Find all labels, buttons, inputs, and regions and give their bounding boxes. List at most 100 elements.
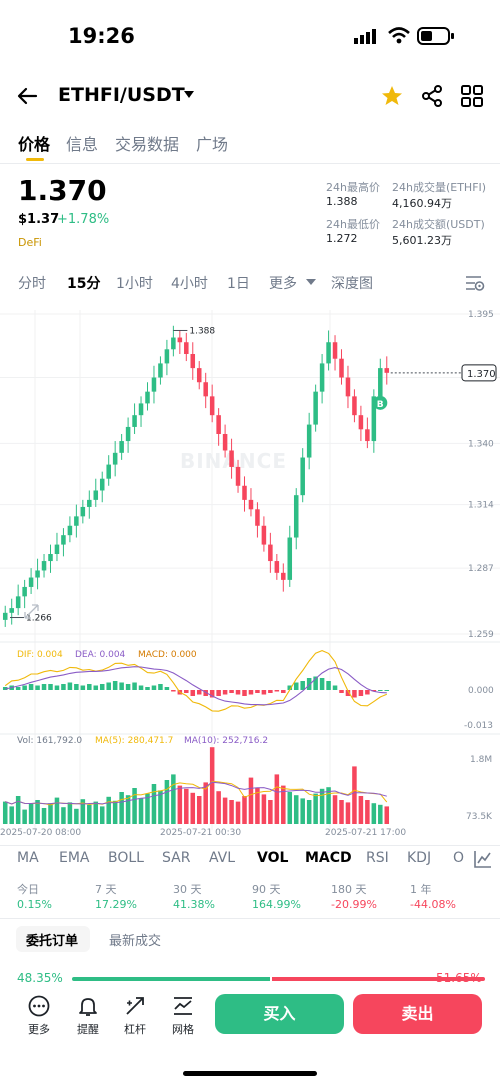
- tf-15m[interactable]: 15分: [67, 276, 101, 292]
- toolbar-more-label[interactable]: 更多: [28, 1023, 50, 1036]
- candle-body: [112, 452, 118, 465]
- macd-hist-bar: [54, 685, 60, 690]
- grid-menu-icon[interactable]: [460, 84, 484, 108]
- candle-body: [177, 337, 183, 343]
- ind-sar[interactable]: SAR: [162, 850, 191, 866]
- macd-dea-label: DEA: 0.004: [75, 650, 126, 660]
- macd-hist-bar: [112, 681, 118, 690]
- toolbar-grid-label[interactable]: 网格: [172, 1023, 194, 1036]
- macd-hist-bar: [235, 690, 241, 695]
- volume-bar: [106, 796, 111, 824]
- ind-kdj[interactable]: KDJ: [407, 850, 432, 866]
- ind-boll[interactable]: BOLL: [108, 850, 144, 866]
- price-change: +1.78%: [57, 212, 110, 227]
- volume-bar: [35, 800, 40, 824]
- divider: [0, 918, 500, 919]
- macd-hist-bar: [138, 685, 144, 690]
- chart-settings-icon[interactable]: [464, 273, 486, 293]
- more-dots-icon[interactable]: [28, 995, 50, 1017]
- buy-ratio-bar: [72, 977, 270, 981]
- candle-body: [332, 342, 338, 359]
- candle-body: [138, 403, 144, 416]
- macd-hist-bar: [164, 687, 170, 690]
- ind-ema[interactable]: EMA: [59, 850, 90, 866]
- favorite-star-icon[interactable]: [380, 84, 404, 108]
- volume-bar: [112, 800, 118, 824]
- macd-hist-bar: [261, 690, 267, 695]
- toolbar-leverage-label[interactable]: 杠杆: [124, 1023, 146, 1036]
- price-tick-label: 1.340: [468, 439, 494, 449]
- macd-hist-bar: [74, 684, 79, 690]
- volume-bar: [281, 785, 286, 824]
- category-tag[interactable]: DeFi: [18, 236, 42, 249]
- toolbar-alert-label[interactable]: 提醒: [77, 1023, 99, 1036]
- bell-icon[interactable]: [77, 995, 99, 1017]
- macd-hist-bar: [345, 690, 351, 696]
- candle-body: [281, 572, 286, 580]
- macd-hist-bar: [242, 690, 247, 696]
- ind-vol[interactable]: VOL: [257, 850, 289, 866]
- tf-line[interactable]: 分时: [18, 276, 46, 292]
- ind-more[interactable]: O: [453, 850, 465, 866]
- wifi-icon: [388, 27, 410, 44]
- volume-bar: [2, 801, 8, 824]
- indicator-chart-icon[interactable]: [473, 849, 493, 869]
- amount-value: 5,601.23万: [392, 234, 452, 247]
- macd-dea-line: [5, 666, 387, 706]
- volume-bar: [171, 774, 176, 824]
- tab-open-orders[interactable]: 委托订单: [26, 934, 79, 949]
- macd-hist-bar: [339, 690, 344, 693]
- tab-info[interactable]: 信息: [66, 135, 99, 154]
- volume-bar: [145, 793, 150, 824]
- volume-bar: [93, 801, 99, 824]
- macd-dif-label: DIF: 0.004: [17, 650, 63, 660]
- volume-bar: [255, 788, 260, 824]
- ind-macd[interactable]: MACD: [305, 850, 352, 866]
- candle-body: [235, 466, 241, 486]
- volume-bar: [151, 784, 157, 824]
- volume-bar: [287, 792, 293, 824]
- volume-bar: [326, 787, 331, 824]
- low-marker-label: 1.266: [26, 614, 52, 624]
- main-tabs: 价格 信息 交易数据 广场: [18, 130, 488, 161]
- price-tick-label: 1.314: [468, 501, 494, 511]
- pair-title[interactable]: ETHFI/USDT: [58, 84, 185, 106]
- grid-trading-icon[interactable]: [172, 995, 194, 1017]
- tf-more[interactable]: 更多: [269, 276, 297, 292]
- signal-icon: [354, 29, 376, 44]
- macd-hist-bar: [255, 690, 260, 693]
- ind-rsi[interactable]: RSI: [366, 850, 389, 866]
- back-arrow-icon[interactable]: [16, 85, 40, 107]
- candle-body: [326, 342, 331, 364]
- sell-button[interactable]: 卖出: [353, 994, 482, 1034]
- volume-bar: [41, 808, 47, 824]
- perf-label: 今日: [17, 883, 39, 896]
- candle-body: [80, 506, 86, 517]
- macd-hist-bar: [125, 684, 131, 690]
- high-value: 1.388: [326, 195, 358, 208]
- macd-hist-bar: [300, 681, 305, 690]
- share-icon[interactable]: [420, 84, 444, 108]
- dropdown-caret-icon[interactable]: [183, 90, 195, 100]
- macd-hist-bar: [313, 676, 318, 690]
- kline-chart[interactable]: 1.3951.3681.3401.3141.2871.259BINANCE1.3…: [0, 300, 500, 845]
- leverage-icon[interactable]: [124, 995, 146, 1017]
- volume-bar: [48, 803, 53, 824]
- candle-body: [365, 429, 370, 442]
- volume-bar: [300, 798, 305, 824]
- tf-1d[interactable]: 1日: [227, 276, 250, 292]
- indicator-tabs: MA EMA BOLL SAR AVL VOL MACD RSI KDJ O: [0, 850, 500, 872]
- ind-ma[interactable]: MA: [17, 850, 39, 866]
- tab-square[interactable]: 广场: [196, 135, 229, 154]
- tf-more-caret-icon: [306, 279, 316, 285]
- tf-1h[interactable]: 1小时: [116, 276, 153, 292]
- ind-avl[interactable]: AVL: [209, 850, 236, 866]
- tab-price[interactable]: 价格: [18, 135, 51, 154]
- tf-4h[interactable]: 4小时: [171, 276, 208, 292]
- macd-hist-bar: [384, 690, 390, 691]
- tf-depth[interactable]: 深度图: [331, 276, 373, 292]
- tab-trading-data[interactable]: 交易数据: [115, 135, 180, 154]
- tab-latest-trades[interactable]: 最新成交: [109, 934, 162, 949]
- candle-body: [190, 354, 196, 369]
- buy-button[interactable]: 买入: [215, 994, 344, 1034]
